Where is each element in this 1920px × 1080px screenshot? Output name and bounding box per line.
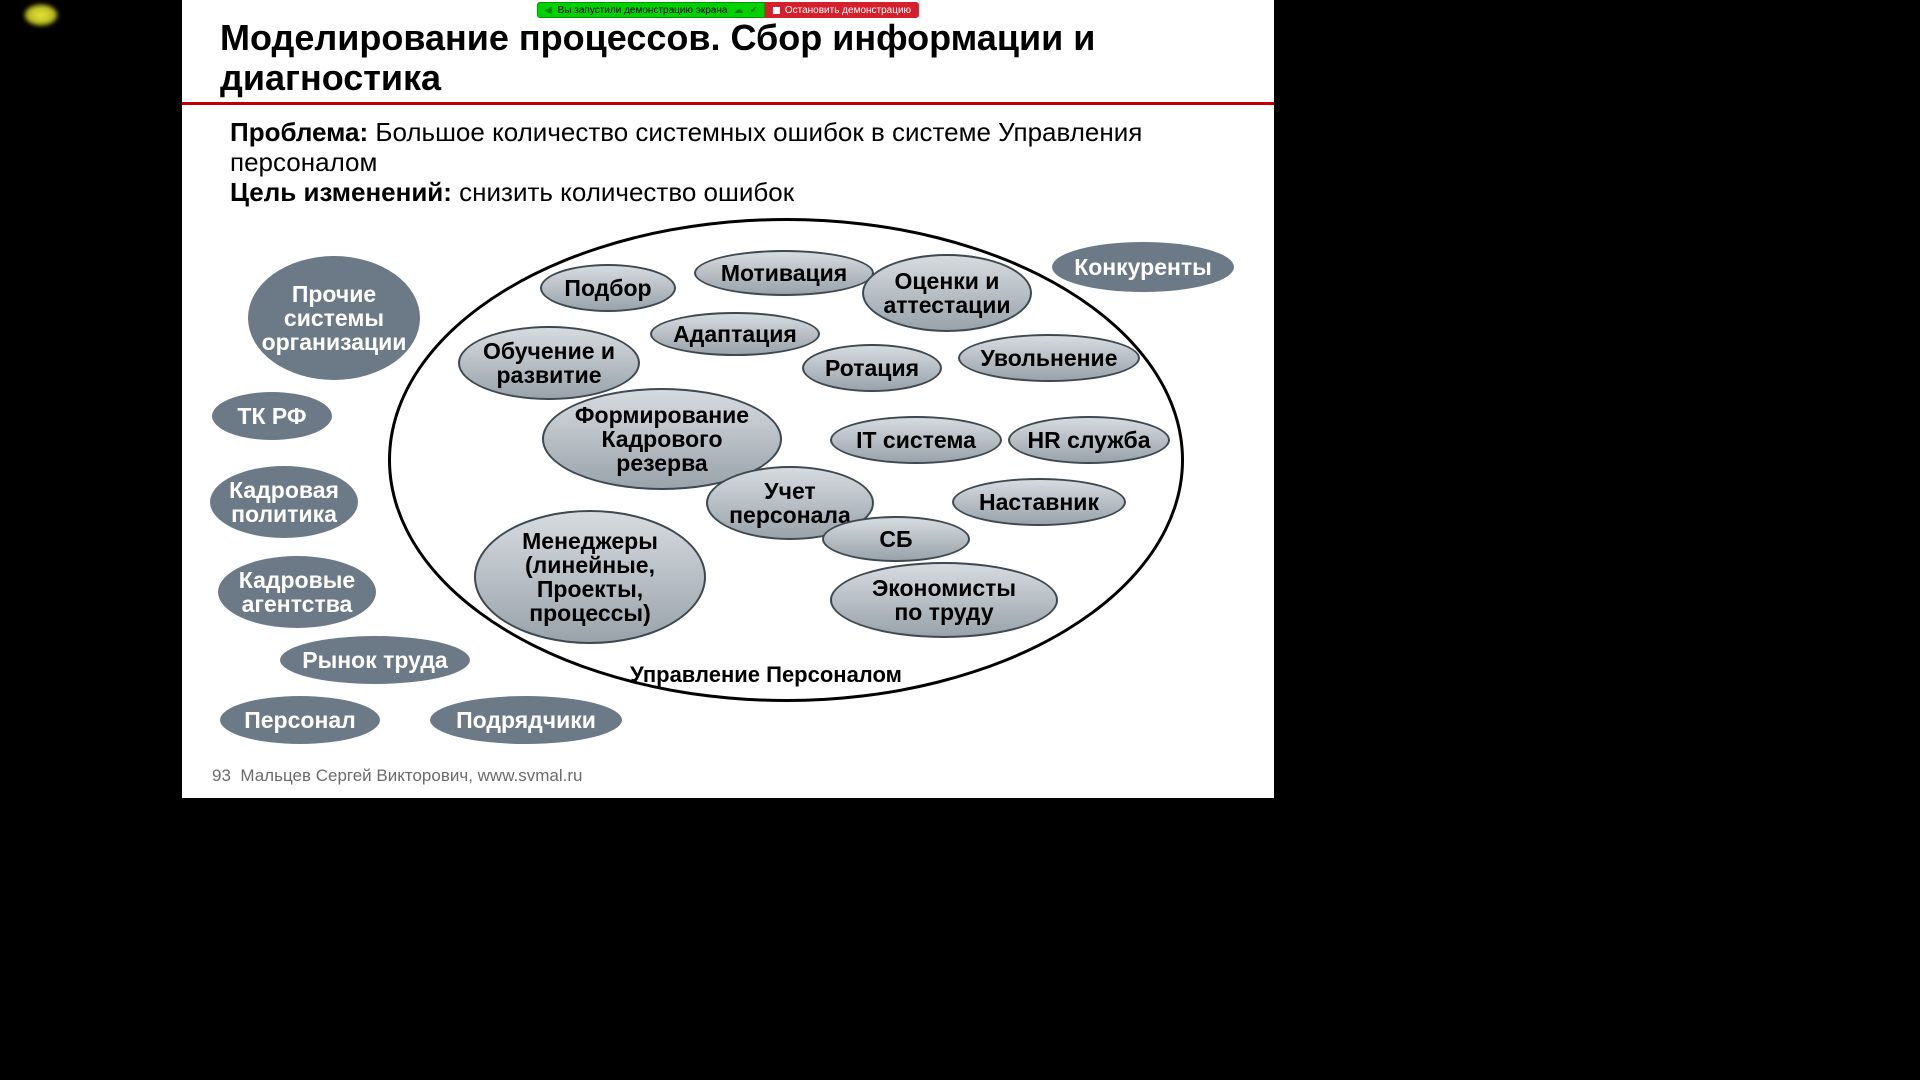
bubble-sb: СБ xyxy=(822,516,970,562)
bubble-personal: Персонал xyxy=(220,696,380,744)
bubble-label: Подбор xyxy=(564,276,651,300)
bubble-podbor: Подбор xyxy=(540,264,676,312)
bubble-label: Кадровыеагентства xyxy=(239,568,355,616)
page-number: 93 xyxy=(212,766,231,785)
bubble-label: Ротация xyxy=(825,356,919,380)
decorative-smear xyxy=(24,4,58,26)
bubble-it-sistema: IT система xyxy=(830,416,1002,464)
stop-icon xyxy=(773,7,780,14)
share-status-pill[interactable]: ◀ Вы запустили демонстрацию экрана ☁ ✔ xyxy=(537,2,765,18)
bubble-label: Увольнение xyxy=(980,346,1117,370)
share-active-icon: ◀ xyxy=(544,5,552,16)
bubble-hr-sluzhba: HR служба xyxy=(1008,416,1170,464)
bubble-ekonomisty: Экономистыпо труду xyxy=(830,562,1058,638)
bubble-label: ТК РФ xyxy=(237,404,306,428)
bubble-nastavnik: Наставник xyxy=(952,478,1126,526)
bubble-podryadchiki: Подрядчики xyxy=(430,696,622,744)
bubble-label: Обучение иразвитие xyxy=(483,339,615,387)
bubble-tk-rf: ТК РФ xyxy=(212,392,332,440)
bubble-label: Конкуренты xyxy=(1074,255,1212,279)
screen-share-bar: ◀ Вы запустили демонстрацию экрана ☁ ✔ О… xyxy=(537,2,919,18)
bubble-label: Мотивация xyxy=(721,261,847,285)
bubble-label: Прочиесистемыорганизации xyxy=(262,282,407,354)
bubble-label: СБ xyxy=(879,527,912,551)
bubble-label: Менеджеры(линейные,Проекты,процессы) xyxy=(522,529,658,626)
bubble-kadr-politika: Кадроваяполитика xyxy=(210,466,358,538)
stop-share-button[interactable]: Остановить демонстрацию xyxy=(765,2,919,18)
bubble-label: Оценки иаттестации xyxy=(883,269,1010,317)
bubble-konkurenty: Конкуренты xyxy=(1052,242,1234,292)
bubble-label: HR служба xyxy=(1027,428,1150,452)
slide: ◀ Вы запустили демонстрацию экрана ☁ ✔ О… xyxy=(182,0,1274,798)
bubble-other-systems: Прочиесистемыорганизации xyxy=(248,256,420,380)
problem-label: Проблема: xyxy=(230,117,368,147)
stop-share-text: Остановить демонстрацию xyxy=(785,5,911,16)
check-icon: ✔ xyxy=(749,5,757,16)
bubble-label: Учетперсонала xyxy=(729,479,851,527)
bubble-adaptatsiya: Адаптация xyxy=(650,312,820,356)
bubble-rynok-truda: Рынок труда xyxy=(280,636,470,684)
goal-text: снизить количество ошибок xyxy=(452,177,794,207)
bubble-rotatsiya: Ротация xyxy=(802,344,942,392)
bubble-obuchenie: Обучение иразвитие xyxy=(458,326,640,400)
share-status-text: Вы запустили демонстрацию экрана xyxy=(558,5,728,16)
footer-author: Мальцев Сергей Викторович, www.svmal.ru xyxy=(240,766,582,785)
goal-label: Цель изменений: xyxy=(230,177,452,207)
bubble-label: Экономистыпо труду xyxy=(872,576,1016,624)
slide-footer: 93 Мальцев Сергей Викторович, www.svmal.… xyxy=(212,766,583,786)
bubble-label: Адаптация xyxy=(673,322,797,346)
title-underline xyxy=(182,102,1274,105)
problem-block: Проблема: Большое количество системных о… xyxy=(230,118,1230,208)
bubble-label: Наставник xyxy=(979,490,1099,514)
bubble-label: ФормированиеКадровогорезерва xyxy=(575,403,749,475)
cloud-icon: ☁ xyxy=(733,5,743,16)
bubble-kadr-agency: Кадровыеагентства xyxy=(218,556,376,628)
bubble-label: IT система xyxy=(856,428,976,452)
bubble-label: Подрядчики xyxy=(456,708,596,732)
slide-title: Моделирование процессов. Сбор информации… xyxy=(220,18,1240,97)
bubble-label: Кадроваяполитика xyxy=(229,478,339,526)
bubble-label: Рынок труда xyxy=(302,648,447,672)
bubble-uvolnenie: Увольнение xyxy=(958,334,1140,382)
bubble-motivatsiya: Мотивация xyxy=(694,250,874,296)
bubble-label: Персонал xyxy=(244,708,356,732)
bubble-otsenki: Оценки иаттестации xyxy=(862,254,1032,332)
system-boundary-label: Управление Персоналом xyxy=(630,662,902,688)
bubble-managers: Менеджеры(линейные,Проекты,процессы) xyxy=(474,510,706,644)
